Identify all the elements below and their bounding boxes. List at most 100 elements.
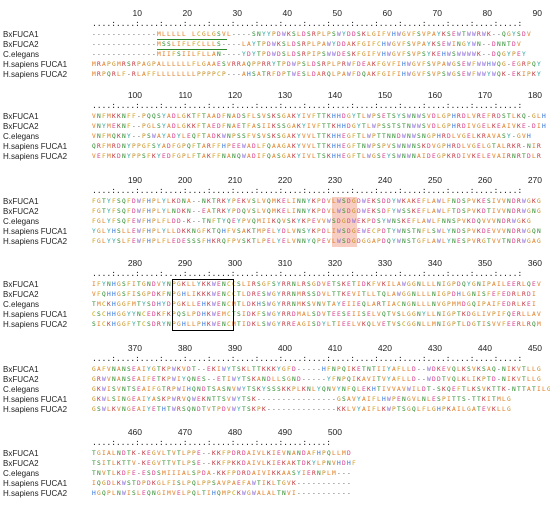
sequence-residues: MRAPGMRSRPAGPALLLLLLFLGAAESVRRAQPPRRYTPD… xyxy=(92,61,542,68)
ruler-tick-label: 110 xyxy=(178,90,192,100)
sequence-row: BxFUCA2 VNYMEKNF--PGLSYADLGKKFTAEDFNAETFA… xyxy=(0,122,550,132)
sequence-row: H.sapiens FUCA1 CSCHHGGYYNCEDKFKPQSLPDHKW… xyxy=(0,310,550,320)
sequence-row: C.elegans TMCKHGGFMTYSDHYDPGKLLEHKWENCMTL… xyxy=(0,300,550,310)
sequence-label: H.sapiens FUCA2 xyxy=(3,489,68,498)
sequence-row: BxFUCA2 FGTYFSQFDWFHPLYLNDKN--EATRKYPDQVS… xyxy=(0,207,550,217)
ruler-tick-label: 290 xyxy=(177,258,192,268)
ruler-tick-label: 490 xyxy=(277,427,292,437)
sequence-label: BxFUCA1 xyxy=(3,449,39,458)
sequence-row: H.sapiens FUCA2 HGQPLNWISLEQNGIMVELPQLTIH… xyxy=(0,489,550,499)
sequence-row: BxFUCA2 VFQHHGSFISGPDKFNPGHLIKKKWENCCTLDR… xyxy=(0,290,550,300)
sequence-row: BxFUCA2 TSITLKTTV-KEGVTTVTLPSE--KKFPKKDAI… xyxy=(0,459,550,469)
sequence-residues: HGQPLNWISLEQNGIMVELPQLTIHQMPCKWGWALALTNV… xyxy=(92,490,352,497)
ruler-tick-label: 210 xyxy=(227,175,242,185)
sequence-row: BxFUCA2 GRWVNANSEAIFETKPWIYQNES--ETIWYTSK… xyxy=(0,375,550,385)
sequence-label: H.sapiens FUCA1 xyxy=(3,142,68,151)
sequence-residues: GKWLSINGEAIYASKPWRVQWEKNTTSVWYTSK-------… xyxy=(92,396,512,403)
sequence-residues: FGLYFSQFEWFHPLFLDD-K--TNFTYQEYPVQMIIKQVS… xyxy=(92,218,532,225)
sequence-residues: TMCKHGGFMTYSDHYDPGKLLEHKWENCMTLDKHSWGYRR… xyxy=(92,301,537,308)
sequence-residues: FGLYYSLFEWFHPLFLEDESSSFHKRQFPVSKTLPELYEL… xyxy=(92,238,542,245)
ruler-tick-label: 270 xyxy=(527,175,542,185)
ruler-tick-label: 10 xyxy=(132,8,142,18)
ruler-tick-label: 450 xyxy=(527,343,542,353)
signal-peptide-underline xyxy=(157,39,227,40)
ruler-tick-label: 60 xyxy=(382,8,392,18)
sequence-label: BxFUCA2 xyxy=(3,375,39,384)
sequence-residues: GAFVNANSEAIYGTKPWKVDT--EKIWYTSKLTTKKKYGF… xyxy=(92,366,542,373)
sequence-row: BxFUCA1 VNFMKKNFF-PQQSYADLGKTFTAADFNADSFL… xyxy=(0,112,550,122)
sequence-label: H.sapiens FUCA2 xyxy=(3,405,68,414)
ruler-tick-label: 30 xyxy=(232,8,242,18)
sequence-row: C.elegans FGLYFSQFEWFHPLFLDD-K--TNFTYQEYP… xyxy=(0,217,550,227)
sequence-row: H.sapiens FUCA2 VEFMKDNYPPSFKYEDFGPLFTAKF… xyxy=(0,152,550,162)
sequence-label: H.sapiens FUCA1 xyxy=(3,227,68,236)
ruler-tick-label: 220 xyxy=(277,175,292,185)
sequence-row: C.elegans GKWISVNTSEAIFGTRPWIHQNDTSASNVWY… xyxy=(0,385,550,395)
motif-box xyxy=(172,279,234,331)
sequence-label: C.elegans xyxy=(3,50,40,59)
sequence-row: H.sapiens FUCA2 GSWLKVNGEAIYETHTWRSQNDTVT… xyxy=(0,405,550,415)
sequence-residues: YGLYHSLLEWFHPLYLLDKKNGFKTQHFVSAKTMPELYDL… xyxy=(92,228,542,235)
position-ruler: 280 290 300 310 320 330 340 350 360....:....:...… xyxy=(92,258,542,282)
sequence-row: H.sapiens FUCA1 MRAPGMRSRPAGPALLLLLLFLGAA… xyxy=(0,60,550,70)
ruler-tick-label: 100 xyxy=(127,90,142,100)
ruler-tick-label: 340 xyxy=(427,258,442,268)
ruler-dots: ....:....:....:....:....:....:....:....:… xyxy=(92,185,523,195)
sequence-row: BxFUCA1 -------------MLLLLL LCGLGSVL----S… xyxy=(0,30,550,40)
ruler-tick-label: 150 xyxy=(377,90,392,100)
ruler-dots: ....:....:....:....:....:....:....:....:… xyxy=(92,437,331,447)
ruler-tick-label: 390 xyxy=(227,343,242,353)
sequence-residues: -------------MIIFSIILFLLAN----YDYTPDWDSL… xyxy=(92,51,527,58)
sequence-label: H.sapiens FUCA1 xyxy=(3,310,68,319)
sequence-label: BxFUCA2 xyxy=(3,40,39,49)
sequence-label: H.sapiens FUCA1 xyxy=(3,395,68,404)
ruler-tick-label: 400 xyxy=(277,343,292,353)
ruler-tick-label: 430 xyxy=(427,343,442,353)
sequence-residues: FGTYFSQFDWFHPLYLKDNA--NKTRKYPEKVSLVQMKEL… xyxy=(92,198,542,205)
ruler-tick-label: 380 xyxy=(177,343,192,353)
sequence-residues: GSWLKVNGEAIYETHTWRSQNDTVTPDVWYTSKPK-----… xyxy=(92,406,512,413)
sequence-residues: TSITLKTTV-KEGVTTVTLPSE--KKFPKKDAIVLKIEKA… xyxy=(92,460,357,467)
signal-peptide-underline xyxy=(157,49,227,50)
sequence-row: H.sapiens FUCA2 SICKHGGFYTCSDRYNPGHLLPHKW… xyxy=(0,320,550,330)
ruler-tick-label: 370 xyxy=(127,343,142,353)
sequence-label: H.sapiens FUCA2 xyxy=(3,237,68,246)
ruler-tick-label: 320 xyxy=(327,258,342,268)
sequence-residues: CSCHHGGYYNCEDKFKPQSLPDHKWEMCTSIDKFSWGYRR… xyxy=(92,311,542,318)
ruler-tick-label: 480 xyxy=(227,427,242,437)
sequence-label: C.elegans xyxy=(3,300,40,309)
sequence-label: H.sapiens FUCA1 xyxy=(3,479,68,488)
ruler-dots: ....:....:....:....:....:....:....:....:… xyxy=(92,268,523,278)
sequence-residues: IFYNHGSFITGNDVYNPGKLLYKKWENCCSLIRSGFSYRR… xyxy=(92,281,542,288)
ruler-dots: ....:....:....:....:....:....:....:....:… xyxy=(92,353,523,363)
sequence-label: C.elegans xyxy=(3,132,40,141)
sequence-residues: VNFMQKNY--PSWAYADYLEQFTADKWNPSSFVSVSKSGA… xyxy=(92,133,532,140)
ruler-tick-label: 350 xyxy=(477,258,492,268)
sequence-row: H.sapiens FUCA2 FGLYYSLFEWFHPLFLEDESSSFHK… xyxy=(0,237,550,247)
sequence-residues: GRWVNANSEAIFETKPWIYQNES--ETIWYTSKANDLLSG… xyxy=(92,376,542,383)
sequence-row: H.sapiens FUCA1 QRFMRDNYPPGFSYADFGPQFTARF… xyxy=(0,142,550,152)
sequence-label: BxFUCA1 xyxy=(3,280,39,289)
sequence-label: BxFUCA2 xyxy=(3,459,39,468)
ruler-tick-label: 120 xyxy=(227,90,242,100)
sequence-label: H.sapiens FUCA2 xyxy=(3,152,68,161)
position-ruler: 460 470 480 490 500....:....:....:....:....:… xyxy=(92,427,542,451)
ruler-tick-label: 360 xyxy=(527,258,542,268)
ruler-tick-label: 500 xyxy=(327,427,342,437)
ruler-tick-label: 50 xyxy=(332,8,342,18)
ruler-tick-label: 170 xyxy=(477,90,492,100)
sequence-label: H.sapiens FUCA1 xyxy=(3,60,68,69)
ruler-dots: ....:....:....:....:....:....:....:....:… xyxy=(92,100,523,110)
ruler-tick-label: 420 xyxy=(377,343,392,353)
ruler-dots: ....:....:....:....:....:....:....:....:… xyxy=(92,18,523,28)
sequence-residues: QRFMRDNYPPGFSYADFGPQFTARFFHPEEWADLFQAAGA… xyxy=(92,143,542,150)
sequence-label: BxFUCA1 xyxy=(3,365,39,374)
ruler-tick-label: 250 xyxy=(427,175,442,185)
sequence-row: BxFUCA1 TGIALNDTK-KEGVLTVTLPPE--KKFPDRDAI… xyxy=(0,449,550,459)
position-ruler: 100 110 120 130 140 150 160 170 180....:....:...… xyxy=(92,90,542,114)
ruler-tick-label: 90 xyxy=(532,8,542,18)
sequence-residues: -------------MSSLIFLFCLLLS----LAYTPDWKSL… xyxy=(92,41,522,48)
sequence-row: C.elegans VNFMQKNY--PSWAYADYLEQFTADKWNPSS… xyxy=(0,132,550,142)
ruler-tick-label: 470 xyxy=(177,427,192,437)
ruler-tick-label: 180 xyxy=(527,90,542,100)
